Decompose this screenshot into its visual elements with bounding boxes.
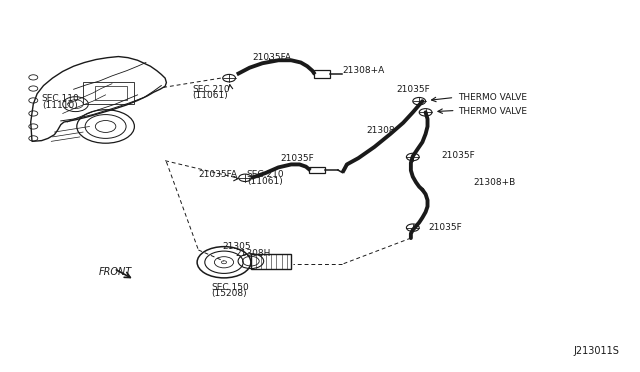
- Text: (11110): (11110): [42, 101, 78, 110]
- Text: J213011S: J213011S: [573, 346, 620, 356]
- Text: FRONT: FRONT: [99, 267, 132, 276]
- Text: SEC.210: SEC.210: [246, 170, 284, 179]
- Text: SEC.150: SEC.150: [211, 283, 249, 292]
- Text: 21308+B: 21308+B: [474, 178, 516, 187]
- Text: 21308: 21308: [366, 126, 395, 135]
- Text: SEC.110: SEC.110: [42, 94, 79, 103]
- Text: (15208): (15208): [211, 289, 247, 298]
- Text: 21308+A: 21308+A: [342, 66, 385, 75]
- Text: 21035F: 21035F: [429, 223, 463, 232]
- Text: 21305: 21305: [223, 242, 252, 251]
- Text: SEC.210: SEC.210: [192, 85, 230, 94]
- Text: 21035F: 21035F: [397, 85, 431, 94]
- Text: THERMO VALVE: THERMO VALVE: [458, 107, 527, 116]
- Text: 21035F: 21035F: [280, 154, 314, 163]
- Text: 21035F: 21035F: [442, 151, 476, 160]
- Text: THERMO VALVE: THERMO VALVE: [458, 93, 527, 102]
- Text: (11061): (11061): [247, 177, 283, 186]
- Text: 21035FA: 21035FA: [253, 53, 292, 62]
- Text: 21035FA: 21035FA: [198, 170, 237, 179]
- Text: 21308H: 21308H: [236, 249, 271, 258]
- Text: (11061): (11061): [193, 92, 228, 100]
